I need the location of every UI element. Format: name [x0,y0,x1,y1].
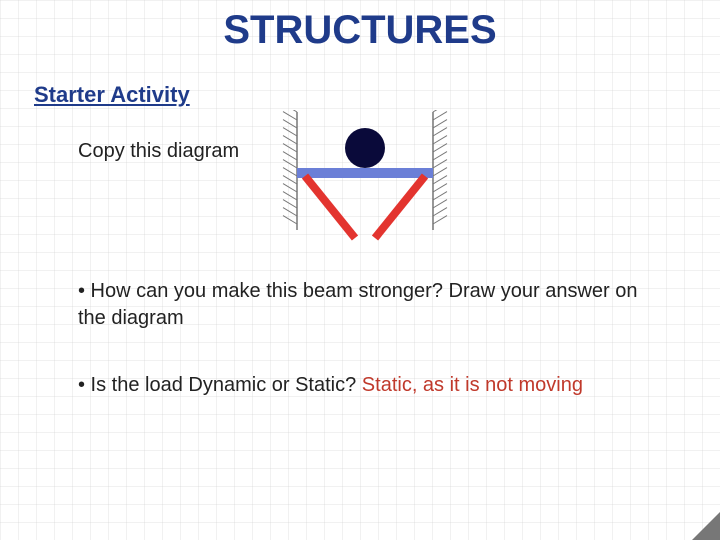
bullet-question-2-text: • Is the load Dynamic or Static? [78,374,362,396]
page-title: STRUCTURES [0,8,720,53]
instruction-copy-diagram: Copy this diagram [78,140,239,163]
brace-left [305,176,355,238]
beam-diagram [275,110,455,250]
brace-right [375,176,425,238]
bullet-question-1: • How can you make this beam stronger? D… [78,278,638,332]
wall-left-hatch [283,110,297,224]
wall-right-hatch [433,110,447,224]
beam-rect [297,168,433,178]
beam-diagram-svg [275,110,455,250]
section-heading: Starter Activity [34,82,190,108]
load-ball [345,128,385,168]
page-corner-accent [692,512,720,540]
bullet-question-2: • Is the load Dynamic or Static? Static,… [78,372,698,399]
bullet-question-2-answer: Static, as it is not moving [362,374,583,396]
